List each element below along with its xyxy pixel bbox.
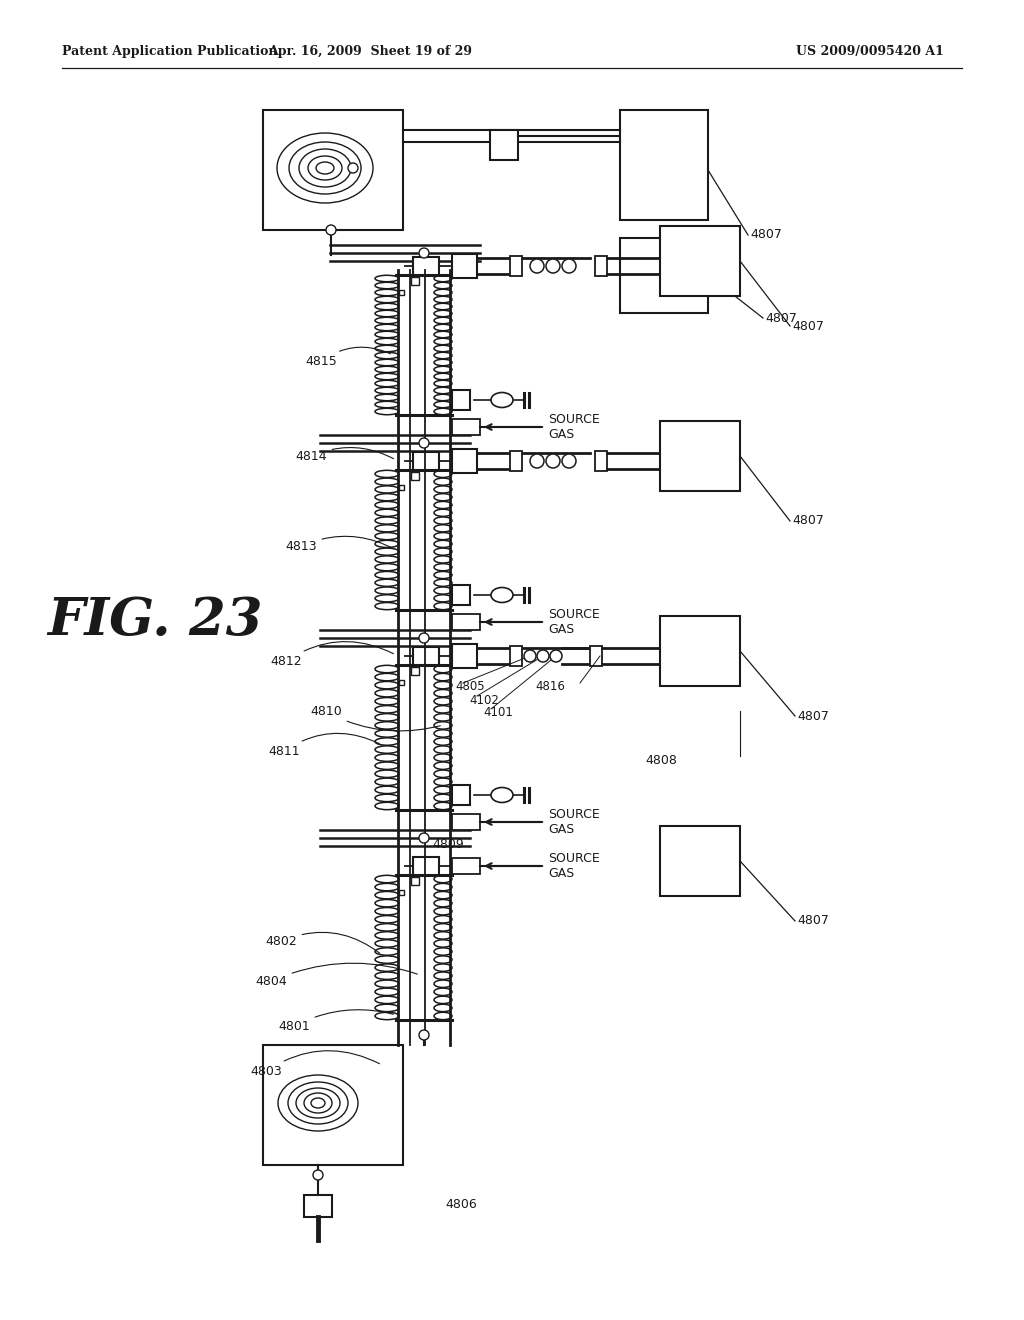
- Bar: [413, 257, 439, 275]
- Circle shape: [419, 248, 429, 257]
- Text: 4809: 4809: [432, 838, 464, 851]
- Text: 4101: 4101: [483, 706, 513, 719]
- Bar: [660, 826, 740, 896]
- Bar: [510, 645, 522, 667]
- Bar: [510, 256, 522, 276]
- Circle shape: [537, 649, 549, 663]
- Ellipse shape: [490, 392, 513, 408]
- Text: Patent Application Publication: Patent Application Publication: [62, 45, 278, 58]
- Bar: [452, 644, 477, 668]
- Bar: [660, 226, 740, 296]
- Text: US 2009/0095420 A1: US 2009/0095420 A1: [796, 45, 944, 58]
- Bar: [595, 256, 607, 276]
- Bar: [452, 389, 470, 411]
- Text: FIG. 23: FIG. 23: [47, 594, 263, 645]
- Circle shape: [348, 162, 358, 173]
- Bar: [399, 484, 404, 490]
- Text: 4811: 4811: [268, 734, 380, 758]
- Text: 4814: 4814: [295, 447, 393, 463]
- Text: 4802: 4802: [265, 932, 380, 953]
- Text: 4807: 4807: [750, 228, 782, 242]
- Circle shape: [562, 454, 575, 469]
- Circle shape: [546, 454, 560, 469]
- Ellipse shape: [490, 587, 513, 602]
- Bar: [452, 785, 470, 805]
- Text: 4807: 4807: [765, 312, 797, 325]
- Bar: [490, 129, 518, 160]
- Bar: [452, 449, 477, 473]
- Text: SOURCE
GAS: SOURCE GAS: [548, 808, 600, 836]
- Bar: [590, 645, 602, 667]
- Text: 4812: 4812: [270, 642, 393, 668]
- Bar: [510, 451, 522, 471]
- Text: 4807: 4807: [792, 319, 824, 333]
- Text: Apr. 16, 2009  Sheet 19 of 29: Apr. 16, 2009 Sheet 19 of 29: [268, 45, 472, 58]
- Text: SOURCE
GAS: SOURCE GAS: [548, 609, 600, 636]
- Ellipse shape: [490, 788, 513, 803]
- Bar: [452, 253, 477, 279]
- Text: 4803: 4803: [250, 1051, 380, 1078]
- Bar: [399, 680, 404, 685]
- Bar: [452, 814, 480, 830]
- Text: 4807: 4807: [792, 515, 824, 528]
- Text: 4102: 4102: [469, 693, 499, 706]
- Text: 4807: 4807: [797, 915, 828, 928]
- Text: 4815: 4815: [305, 347, 390, 368]
- Bar: [595, 451, 607, 471]
- Circle shape: [562, 259, 575, 273]
- Bar: [452, 418, 480, 436]
- Text: 4816: 4816: [535, 681, 565, 693]
- Text: 4804: 4804: [255, 964, 418, 987]
- Bar: [452, 585, 470, 605]
- Text: 4808: 4808: [645, 755, 677, 767]
- Bar: [413, 451, 439, 470]
- Bar: [411, 473, 419, 480]
- Bar: [304, 1195, 332, 1217]
- Circle shape: [419, 833, 429, 843]
- Bar: [620, 110, 708, 220]
- Circle shape: [530, 454, 544, 469]
- Text: 4806: 4806: [445, 1199, 477, 1212]
- Bar: [399, 890, 404, 895]
- Circle shape: [524, 649, 536, 663]
- Circle shape: [419, 438, 429, 447]
- Text: 4810: 4810: [310, 705, 440, 731]
- Bar: [413, 857, 439, 875]
- Text: 4807: 4807: [797, 710, 828, 722]
- Bar: [411, 667, 419, 675]
- Bar: [660, 421, 740, 491]
- Bar: [413, 647, 439, 665]
- Circle shape: [326, 224, 336, 235]
- Text: SOURCE
GAS: SOURCE GAS: [548, 413, 600, 441]
- Text: 4813: 4813: [285, 536, 393, 553]
- Circle shape: [550, 649, 562, 663]
- Text: SOURCE
GAS: SOURCE GAS: [548, 851, 600, 880]
- Bar: [411, 876, 419, 884]
- Bar: [452, 614, 480, 630]
- Bar: [399, 290, 404, 294]
- Circle shape: [313, 1170, 323, 1180]
- Bar: [263, 110, 403, 230]
- Circle shape: [419, 634, 429, 643]
- Circle shape: [546, 259, 560, 273]
- Circle shape: [530, 259, 544, 273]
- Text: 4801: 4801: [278, 1010, 393, 1034]
- Bar: [620, 238, 708, 313]
- Bar: [660, 616, 740, 686]
- Circle shape: [419, 1030, 429, 1040]
- Text: 4805: 4805: [455, 681, 484, 693]
- Bar: [411, 277, 419, 285]
- Bar: [263, 1045, 403, 1166]
- Bar: [452, 858, 480, 874]
